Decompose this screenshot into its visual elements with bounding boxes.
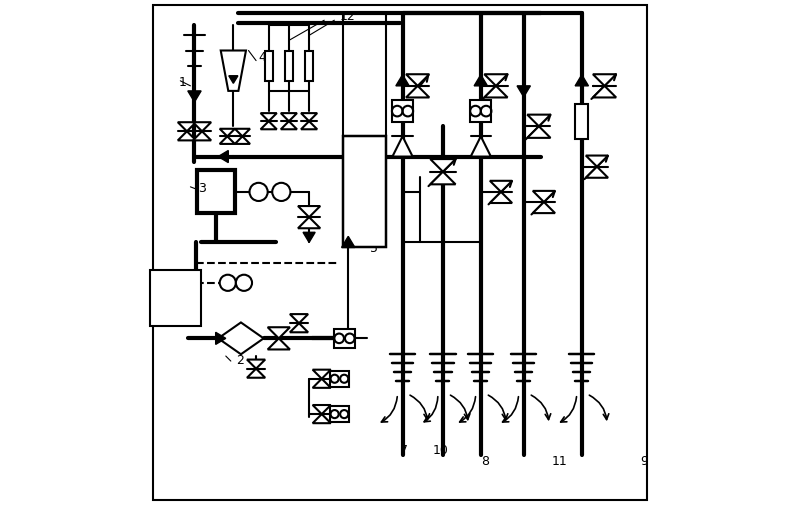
Polygon shape bbox=[281, 113, 297, 121]
Bar bbox=[265, 50, 273, 81]
Polygon shape bbox=[281, 121, 297, 129]
Polygon shape bbox=[301, 121, 317, 129]
Polygon shape bbox=[393, 136, 413, 157]
Polygon shape bbox=[527, 126, 550, 138]
Polygon shape bbox=[261, 121, 277, 129]
Polygon shape bbox=[290, 323, 308, 332]
Polygon shape bbox=[430, 159, 455, 172]
Circle shape bbox=[236, 275, 252, 291]
Polygon shape bbox=[261, 113, 277, 121]
Bar bbox=[343, 136, 386, 247]
Text: 4: 4 bbox=[258, 50, 266, 64]
Bar bbox=[575, 104, 588, 139]
Text: 10: 10 bbox=[433, 444, 449, 458]
Text: 9: 9 bbox=[640, 454, 648, 468]
Bar bbox=[197, 171, 234, 213]
Bar bbox=[334, 329, 355, 348]
Polygon shape bbox=[218, 150, 228, 163]
Bar bbox=[330, 371, 349, 387]
Polygon shape bbox=[527, 115, 550, 126]
Polygon shape bbox=[313, 405, 331, 414]
Polygon shape bbox=[298, 206, 320, 217]
Text: 6: 6 bbox=[162, 303, 169, 316]
Polygon shape bbox=[298, 217, 320, 228]
Polygon shape bbox=[193, 122, 211, 131]
Bar bbox=[305, 50, 313, 81]
Polygon shape bbox=[229, 76, 238, 83]
Polygon shape bbox=[247, 360, 265, 369]
Polygon shape bbox=[575, 75, 589, 86]
Polygon shape bbox=[313, 370, 331, 379]
Polygon shape bbox=[220, 136, 235, 144]
Polygon shape bbox=[216, 332, 226, 344]
Circle shape bbox=[272, 183, 290, 201]
Polygon shape bbox=[586, 156, 608, 167]
Polygon shape bbox=[430, 172, 455, 184]
Text: 1: 1 bbox=[179, 76, 186, 89]
Bar bbox=[470, 100, 491, 122]
Polygon shape bbox=[178, 122, 196, 131]
Polygon shape bbox=[342, 236, 355, 247]
Polygon shape bbox=[396, 75, 409, 86]
Polygon shape bbox=[178, 131, 196, 140]
Polygon shape bbox=[235, 136, 250, 144]
Text: 3: 3 bbox=[198, 182, 206, 195]
Polygon shape bbox=[470, 136, 491, 157]
Polygon shape bbox=[268, 327, 290, 338]
Polygon shape bbox=[586, 167, 608, 178]
Polygon shape bbox=[301, 113, 317, 121]
Polygon shape bbox=[533, 191, 555, 202]
Polygon shape bbox=[490, 181, 512, 192]
Text: 11: 11 bbox=[551, 454, 567, 468]
Polygon shape bbox=[490, 192, 512, 203]
Polygon shape bbox=[406, 74, 430, 86]
Polygon shape bbox=[290, 314, 308, 323]
Polygon shape bbox=[235, 129, 250, 136]
Text: 5: 5 bbox=[370, 242, 378, 256]
Polygon shape bbox=[474, 75, 487, 86]
Polygon shape bbox=[218, 322, 264, 355]
Text: 7: 7 bbox=[400, 444, 408, 458]
Polygon shape bbox=[593, 74, 616, 86]
Bar bbox=[285, 50, 293, 81]
Polygon shape bbox=[221, 50, 246, 91]
Bar bbox=[330, 406, 349, 422]
Polygon shape bbox=[517, 86, 530, 97]
Polygon shape bbox=[220, 129, 235, 136]
Polygon shape bbox=[593, 86, 616, 97]
Polygon shape bbox=[193, 131, 211, 140]
Bar bbox=[392, 100, 413, 122]
Polygon shape bbox=[303, 232, 315, 242]
Text: 2: 2 bbox=[236, 354, 244, 367]
Polygon shape bbox=[313, 414, 331, 423]
Text: 12: 12 bbox=[339, 10, 355, 23]
Polygon shape bbox=[533, 202, 555, 213]
Text: 8: 8 bbox=[481, 454, 489, 468]
Circle shape bbox=[220, 275, 236, 291]
Polygon shape bbox=[313, 379, 331, 388]
Polygon shape bbox=[188, 91, 201, 102]
Polygon shape bbox=[406, 86, 430, 97]
Polygon shape bbox=[484, 74, 507, 86]
Circle shape bbox=[250, 183, 268, 201]
Polygon shape bbox=[247, 369, 265, 378]
Polygon shape bbox=[484, 86, 507, 97]
Polygon shape bbox=[268, 338, 290, 349]
Bar bbox=[150, 270, 201, 326]
